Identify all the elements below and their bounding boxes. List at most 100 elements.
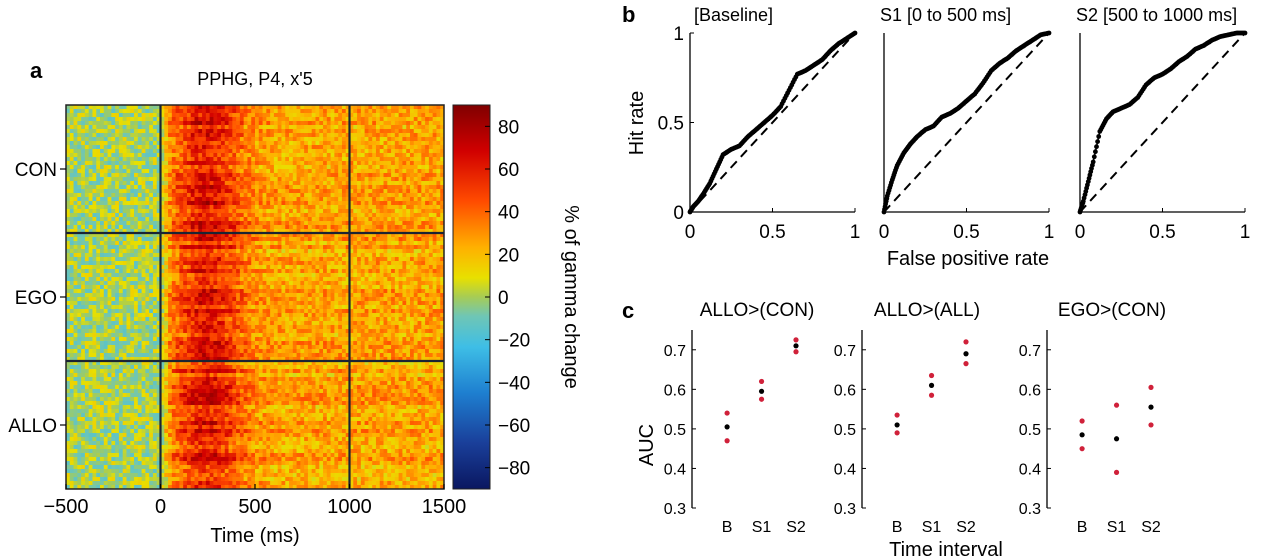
auc-y-tick-label: 0.5 bbox=[664, 422, 686, 439]
roc-subplot: S1 [0 to 500 ms] 0 0.5 1 bbox=[879, 5, 1055, 243]
auc-y-tick-label: 0.3 bbox=[664, 501, 686, 518]
panel-label-b: b bbox=[622, 2, 635, 27]
roc-point bbox=[1096, 134, 1102, 139]
auc-xlabel: Time interval bbox=[889, 539, 1003, 559]
roc-point bbox=[1091, 154, 1097, 160]
auc-mean-point bbox=[1148, 404, 1154, 410]
auc-upper-point bbox=[724, 410, 730, 416]
chance-line bbox=[1079, 32, 1246, 213]
auc-mean-point bbox=[758, 388, 765, 394]
colorbar-tick-label: 0 bbox=[498, 288, 509, 309]
colorbar-tick-label: 60 bbox=[498, 160, 519, 181]
chance-line bbox=[689, 32, 856, 213]
auc-mean-point bbox=[928, 382, 935, 388]
colorbar-tick-label: −40 bbox=[498, 373, 530, 394]
auc-upper-point bbox=[1148, 384, 1154, 390]
auc-x-tick-label: S1 bbox=[922, 519, 942, 536]
panel-label-c: c bbox=[622, 298, 634, 323]
auc-y-tick-label: 0.6 bbox=[1019, 382, 1041, 399]
colorbar-label: % of gamma change bbox=[560, 205, 582, 388]
auc-y-tick-label: 0.3 bbox=[1019, 501, 1041, 518]
roc-x-tick-label: 0 bbox=[1075, 222, 1086, 243]
auc-upper-point bbox=[928, 372, 935, 379]
roc-subplot-title: [Baseline] bbox=[694, 5, 773, 25]
auc-y-tick-label: 0.4 bbox=[664, 461, 686, 478]
auc-x-tick-label: S2 bbox=[786, 519, 806, 536]
auc-y-tick-label: 0.4 bbox=[1019, 461, 1041, 478]
auc-mean-point bbox=[793, 343, 799, 349]
roc-y-tick-label: 1 bbox=[673, 24, 684, 45]
auc-lower-point bbox=[758, 396, 765, 402]
auc-lower-point bbox=[1113, 469, 1120, 475]
roc-y-tick-label: 0 bbox=[673, 203, 684, 224]
auc-mean-point bbox=[1079, 432, 1085, 438]
roc-x-tick-label: 1 bbox=[1240, 222, 1251, 243]
auc-lower-point bbox=[793, 349, 799, 355]
auc-y-tick-label: 0.6 bbox=[834, 382, 856, 399]
auc-upper-point bbox=[894, 412, 900, 418]
colorbar-tick-label: −60 bbox=[498, 416, 530, 437]
roc-xlabel: False positive rate bbox=[887, 248, 1049, 270]
roc-subplot: S2 [500 to 1000 ms] 0 0.5 1 bbox=[1075, 5, 1251, 243]
auc-upper-point bbox=[793, 337, 799, 343]
x-tick-label: 1500 bbox=[422, 496, 467, 518]
colorbar-tick-label: −80 bbox=[498, 459, 530, 480]
heatmap-cells bbox=[66, 105, 444, 489]
auc-lower-point bbox=[1148, 422, 1154, 428]
colorbar-tick-label: 40 bbox=[498, 203, 519, 224]
auc-upper-point bbox=[1079, 418, 1085, 424]
chance-line bbox=[883, 32, 1050, 213]
auc-mean-point bbox=[894, 422, 900, 428]
auc-y-tick-label: 0.3 bbox=[834, 501, 856, 518]
auc-lower-point bbox=[928, 392, 935, 398]
roc-x-tick-label: 1 bbox=[1044, 222, 1055, 243]
auc-ylabel: AUC bbox=[636, 424, 658, 466]
roc-point bbox=[1090, 159, 1096, 165]
auc-x-tick-label: S1 bbox=[752, 519, 772, 536]
roc-x-tick-label: 0 bbox=[685, 222, 696, 243]
roc-x-tick-label: 0.5 bbox=[1149, 222, 1175, 243]
roc-point bbox=[1046, 30, 1052, 36]
auc-mean-point bbox=[963, 351, 969, 357]
panel-label-a: a bbox=[30, 58, 43, 83]
auc-x-tick-label: B bbox=[1077, 519, 1088, 536]
auc-subplot: EGO>(CON) 0.3 0.4 0.5 0.6 0.7 B S1 S2 bbox=[1019, 300, 1166, 536]
panel-a-heatmap: a PPHG, P4, x'5 CON EGO ALLO −500 0 500 1000 1… bbox=[8, 58, 582, 547]
auc-mean-point bbox=[1113, 436, 1120, 442]
roc-x-tick-label: 0 bbox=[879, 222, 890, 243]
auc-lower-point bbox=[1079, 446, 1085, 452]
roc-subplot: [Baseline] 0 0.5 1 0 0.5 1 bbox=[658, 5, 861, 243]
roc-x-tick-label: 1 bbox=[850, 222, 861, 243]
auc-lower-point bbox=[963, 361, 969, 367]
auc-y-tick-label: 0.5 bbox=[834, 422, 856, 439]
colorbar bbox=[452, 104, 491, 490]
auc-subplot-title: EGO>(CON) bbox=[1058, 300, 1166, 321]
auc-lower-point bbox=[724, 438, 730, 444]
roc-subplot-title: S1 [0 to 500 ms] bbox=[880, 5, 1011, 25]
colorbar-tick-label: −20 bbox=[498, 331, 530, 352]
heatmap-xlabel: Time (ms) bbox=[210, 525, 299, 547]
roc-point bbox=[1095, 139, 1100, 145]
heatmap-separator-lines bbox=[66, 105, 444, 489]
colorbar-tick-label: 80 bbox=[498, 117, 519, 138]
roc-ylabel: Hit rate bbox=[626, 91, 648, 155]
auc-upper-point bbox=[758, 378, 765, 385]
roc-x-tick-label: 0.5 bbox=[759, 222, 785, 243]
auc-subplot-title: ALLO>(ALL) bbox=[874, 300, 980, 321]
auc-mean-point bbox=[724, 424, 730, 430]
auc-x-tick-label: B bbox=[722, 519, 733, 536]
auc-subplot: ALLO>(ALL) 0.3 0.4 0.5 0.6 0.7 B S1 S2 bbox=[834, 300, 980, 536]
auc-y-tick-label: 0.7 bbox=[834, 343, 856, 360]
roc-x-tick-label: 0.5 bbox=[953, 222, 979, 243]
auc-y-tick-label: 0.7 bbox=[664, 343, 686, 360]
auc-y-tick-label: 0.6 bbox=[664, 382, 686, 399]
auc-lower-point bbox=[894, 430, 900, 436]
row-group-label: EGO bbox=[15, 288, 57, 309]
roc-point bbox=[1242, 30, 1248, 36]
heatmap-title: PPHG, P4, x'5 bbox=[197, 69, 312, 89]
x-tick-label: 500 bbox=[238, 496, 271, 518]
row-group-label: ALLO bbox=[8, 416, 57, 437]
auc-y-tick-label: 0.5 bbox=[1019, 422, 1041, 439]
